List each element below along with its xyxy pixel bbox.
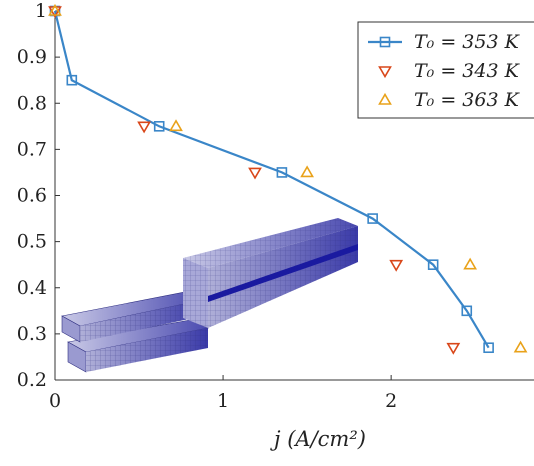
series-2 xyxy=(48,3,528,353)
y-tick-label: 0.2 xyxy=(17,369,47,391)
data-point xyxy=(389,259,404,272)
series-line xyxy=(53,10,490,349)
y-tick-label: 0.3 xyxy=(17,323,47,345)
y-tick-label: 0.9 xyxy=(17,46,47,68)
y-tick-label: 0.8 xyxy=(17,92,47,114)
legend-marker xyxy=(379,36,391,48)
x-tick-label: 0 xyxy=(49,390,61,412)
fuel-cell-mesh-icon xyxy=(61,218,358,373)
x-tick-label: 1 xyxy=(217,390,229,412)
y-tick-label: 0.5 xyxy=(17,231,47,253)
data-point xyxy=(461,305,473,317)
series xyxy=(48,3,528,355)
axes: 0.2 0.3 0.4 0.5 0.6 0.7 0.8 0.9 1 0 1 2 j (A/cm²) xyxy=(17,0,534,451)
legend-marker xyxy=(378,66,392,79)
legend-entry-2: T₀ = 363 K xyxy=(378,89,521,111)
data-point xyxy=(153,121,165,132)
data-point xyxy=(137,121,151,134)
data-point xyxy=(427,259,439,270)
data-point xyxy=(513,340,528,353)
data-point xyxy=(367,213,378,224)
data-point xyxy=(483,342,494,354)
x-axis-label: j (A/cm²) xyxy=(270,427,366,451)
data-point xyxy=(248,167,262,180)
data-point xyxy=(169,119,183,132)
y-tick-label: 0.7 xyxy=(17,138,47,160)
data-point xyxy=(48,3,62,16)
data-point xyxy=(463,257,478,270)
data-point xyxy=(446,342,461,355)
series-0 xyxy=(49,5,494,354)
legend-label: T₀ = 343 K xyxy=(414,60,521,82)
legend-marker xyxy=(378,92,392,105)
data-point xyxy=(66,74,78,86)
legend-entry-0: T₀ = 353 K xyxy=(368,31,521,53)
x-tick-label: 2 xyxy=(385,390,397,412)
legend-label: T₀ = 363 K xyxy=(414,89,521,111)
data-point xyxy=(300,165,314,178)
y-tick-label: 1 xyxy=(35,0,47,22)
legend-entry-1: T₀ = 343 K xyxy=(378,60,521,82)
data-point xyxy=(276,167,288,178)
y-tick-label: 0.6 xyxy=(17,185,47,207)
legend-label: T₀ = 353 K xyxy=(414,31,521,53)
legend: T₀ = 353 K T₀ = 343 K T₀ = 363 K xyxy=(357,21,534,119)
y-tick-label: 0.4 xyxy=(17,277,47,299)
